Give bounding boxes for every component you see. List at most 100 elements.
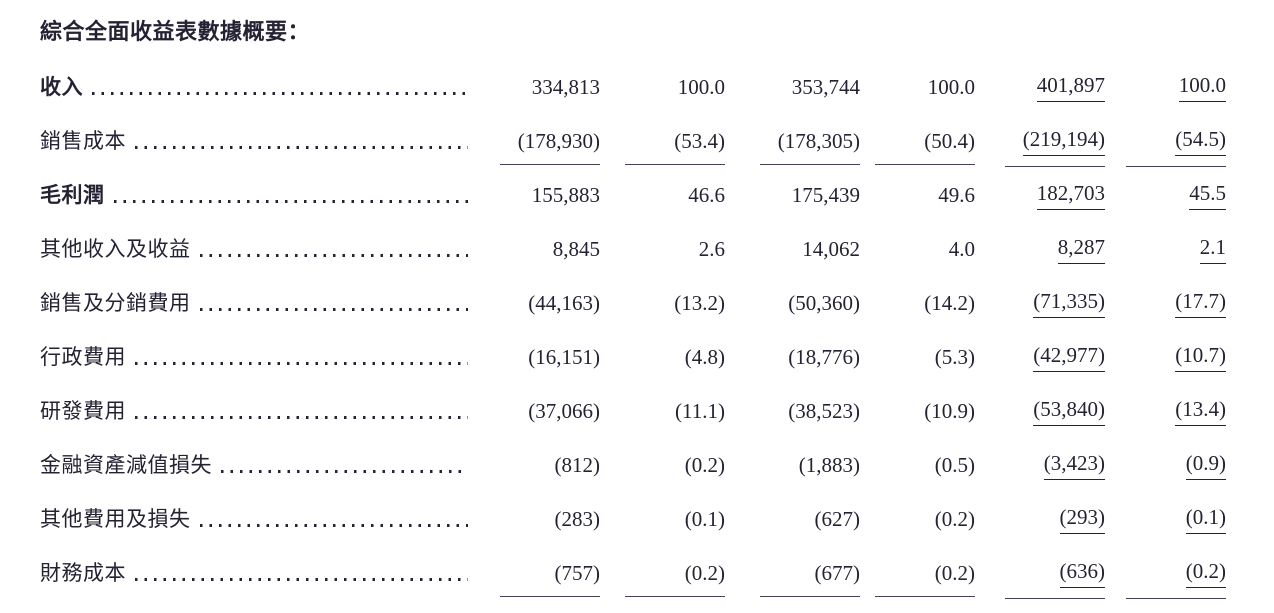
row-label: 其他費用及損失 (40, 507, 191, 531)
value-cell-percent-3: (10.7) (1105, 342, 1226, 372)
value-amount-1: 8,845 (552, 237, 600, 261)
value-amount-1: 334,813 (531, 75, 600, 99)
value-percent-2: (50.4) (924, 129, 975, 153)
value-cell-amount-1: 8,845 (470, 236, 600, 262)
value-cell-amount-1: (757) (470, 560, 601, 597)
value-cell-amount-2: 14,062 (725, 236, 860, 262)
value-percent-2: (0.5) (934, 453, 975, 477)
row-label: 行政費用 (40, 345, 126, 369)
value-amount-2: (38,523) (788, 399, 860, 423)
income-statement-table: 收入 334,813 100.0 353,744 100.0 401,897 1… (40, 60, 1226, 600)
value-amount-1: (44,163) (528, 291, 600, 315)
table-row: 毛利潤 155,883 46.6 175,439 49.6 182,703 45… (40, 168, 1226, 222)
value-percent-3: (0.2) (1185, 558, 1226, 588)
table-row: 銷售及分銷費用 (44,163) (13.2) (50,360) (14.2) … (40, 276, 1226, 330)
row-label: 銷售成本 (40, 129, 126, 153)
row-label: 其他收入及收益 (40, 237, 191, 261)
value-cell-amount-2: (18,776) (725, 344, 860, 370)
value-amount-3: (3,423) (1043, 450, 1105, 480)
value-percent-2: (5.3) (934, 345, 975, 369)
value-amount-2: (627) (814, 507, 861, 531)
row-label: 收入 (40, 75, 83, 99)
value-cell-amount-1: (812) (470, 452, 601, 478)
value-cell-amount-3: 401,897 (975, 72, 1105, 102)
dot-leader (113, 200, 468, 203)
table-row: 金融資產減值損失 (812) (0.2) (1,883) (0.5) (3,42… (40, 438, 1226, 492)
value-amount-3: (636) (1059, 558, 1105, 588)
table-row: 研發費用 (37,066) (11.1) (38,523) (10.9) (53… (40, 384, 1226, 438)
value-percent-2: (0.2) (934, 561, 975, 585)
table-row: 其他費用及損失 (283) (0.1) (627) (0.2) (293) (0… (40, 492, 1226, 546)
value-cell-amount-3: (3,423) (975, 450, 1105, 480)
value-cell-amount-2: (627) (725, 506, 861, 532)
table-row: 其他收入及收益 8,845 2.6 14,062 4.0 8,287 2.1 (40, 222, 1226, 276)
value-amount-1: (283) (554, 507, 601, 531)
value-cell-amount-3: (293) (975, 504, 1105, 534)
dot-leader (221, 470, 468, 473)
value-cell-percent-1: (0.1) (600, 506, 725, 532)
value-amount-3: (71,335) (1033, 288, 1105, 318)
value-cell-percent-3: (54.5) (1105, 126, 1226, 167)
value-amount-2: 353,744 (791, 75, 860, 99)
value-cell-percent-3: 100.0 (1105, 72, 1226, 102)
row-label-cell: 研發費用 (40, 398, 470, 424)
value-percent-2: (0.2) (934, 507, 975, 531)
value-percent-2: (10.9) (924, 399, 975, 423)
value-cell-amount-2: (38,523) (725, 398, 860, 424)
value-percent-1: (0.2) (684, 453, 725, 477)
value-cell-percent-2: 49.6 (860, 182, 975, 208)
value-cell-percent-3: (0.9) (1105, 450, 1226, 480)
row-label: 財務成本 (40, 561, 126, 585)
value-amount-3: (53,840) (1033, 396, 1105, 426)
row-label-cell: 銷售成本 (40, 128, 470, 154)
value-cell-amount-1: (178,930) (470, 128, 600, 165)
dot-leader (135, 416, 468, 419)
value-percent-2: (14.2) (924, 291, 975, 315)
value-amount-3: (293) (1059, 504, 1105, 534)
value-amount-1: (16,151) (528, 345, 600, 369)
value-cell-percent-1: (53.4) (600, 128, 725, 165)
value-cell-amount-2: 175,439 (725, 182, 860, 208)
value-percent-1: (13.2) (674, 291, 725, 315)
dot-leader (92, 92, 468, 95)
value-percent-3: (54.5) (1175, 126, 1226, 156)
table-row: 收入 334,813 100.0 353,744 100.0 401,897 1… (40, 60, 1226, 114)
value-amount-2: (1,883) (798, 453, 860, 477)
value-amount-2: 14,062 (802, 237, 860, 261)
value-cell-percent-3: (13.4) (1105, 396, 1226, 426)
value-cell-amount-3: (42,977) (975, 342, 1105, 372)
dot-leader (199, 254, 468, 257)
value-cell-percent-3: (0.2) (1105, 558, 1226, 599)
value-percent-1: 46.6 (688, 183, 725, 207)
dot-leader (135, 146, 468, 149)
value-cell-amount-2: (677) (725, 560, 860, 597)
value-cell-percent-1: (0.2) (600, 452, 725, 478)
value-cell-amount-2: 353,744 (725, 74, 860, 100)
value-cell-amount-3: (53,840) (975, 396, 1105, 426)
value-cell-percent-3: (17.7) (1105, 288, 1226, 318)
dot-leader (199, 524, 468, 527)
value-cell-percent-2: (0.2) (860, 506, 975, 532)
value-cell-percent-2: (5.3) (860, 344, 975, 370)
value-amount-3: (42,977) (1033, 342, 1105, 372)
value-percent-2: 100.0 (927, 75, 975, 99)
value-cell-percent-1: 100.0 (600, 74, 725, 100)
value-amount-1: (178,930) (517, 129, 600, 153)
value-amount-1: (37,066) (528, 399, 600, 423)
dot-leader (135, 362, 468, 365)
value-cell-percent-2: (0.2) (860, 560, 975, 597)
value-cell-percent-1: (11.1) (600, 398, 725, 424)
value-cell-percent-2: 4.0 (860, 236, 975, 262)
value-cell-amount-3: (636) (975, 558, 1105, 599)
value-amount-2: (18,776) (788, 345, 860, 369)
value-percent-1: (4.8) (684, 345, 725, 369)
value-cell-percent-3: 45.5 (1105, 180, 1226, 210)
value-cell-amount-3: 182,703 (975, 180, 1105, 210)
value-percent-3: (13.4) (1175, 396, 1226, 426)
value-cell-amount-3: (71,335) (975, 288, 1105, 318)
dot-leader (199, 308, 468, 311)
value-cell-amount-1: (44,163) (470, 290, 600, 316)
value-amount-1: (757) (554, 561, 601, 585)
row-label-cell: 銷售及分銷費用 (40, 290, 470, 316)
